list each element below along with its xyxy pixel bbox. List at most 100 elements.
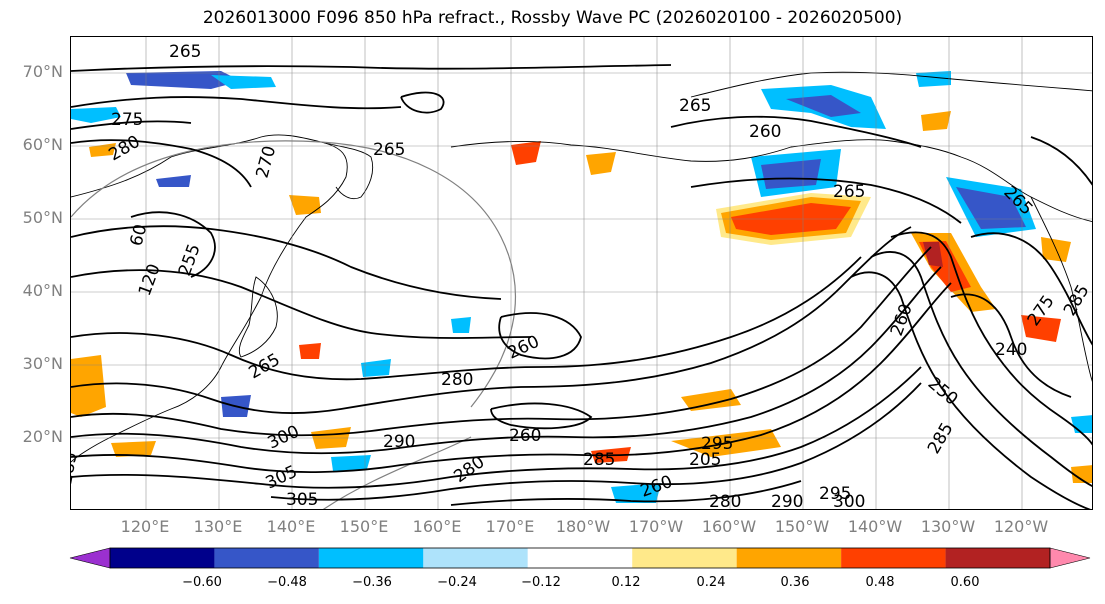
colorbar-tick-label: 0.24 bbox=[696, 575, 726, 590]
lat-label: 50°N bbox=[22, 208, 63, 227]
contour-label: 295 bbox=[819, 484, 851, 504]
lon-label: 160°W bbox=[701, 517, 757, 536]
shade-patch bbox=[451, 317, 471, 333]
map-panel: 265 275 280 270 265 260 265 265 260 280 … bbox=[70, 36, 1093, 510]
colorbar-tick-label: −0.36 bbox=[352, 575, 392, 590]
shade-patch bbox=[299, 343, 321, 359]
colorbar-tick-label: −0.48 bbox=[267, 575, 307, 590]
coastline-north-america bbox=[1030, 196, 1092, 382]
lon-label: 160°E bbox=[412, 517, 462, 536]
contour-line bbox=[850, 271, 1091, 509]
colorbar-tick-label: 0.60 bbox=[950, 575, 980, 590]
shade-patch bbox=[111, 441, 156, 457]
contour-layer bbox=[71, 64, 1092, 509]
contour-label: 290 bbox=[771, 492, 803, 510]
contour-line bbox=[870, 251, 1092, 487]
colorbar-segment bbox=[841, 548, 946, 568]
contour-line bbox=[71, 256, 862, 381]
contour-label: 260 bbox=[887, 301, 917, 338]
shade-patch bbox=[586, 152, 616, 175]
lon-label: 170°E bbox=[485, 517, 535, 536]
shade-patch bbox=[89, 143, 116, 157]
contour-line bbox=[71, 64, 672, 72]
lon-label: 150°E bbox=[339, 517, 389, 536]
contour-label: 265 bbox=[169, 42, 201, 62]
coastline-alaska bbox=[450, 139, 1092, 222]
contour-label: 290 bbox=[383, 432, 415, 452]
shade-patch bbox=[923, 242, 943, 267]
shade-patch bbox=[511, 141, 541, 165]
contour-line bbox=[71, 366, 922, 489]
shade-patch bbox=[1071, 415, 1092, 433]
lon-label: 130°W bbox=[920, 517, 976, 536]
shade-patch bbox=[211, 75, 276, 89]
colorbar bbox=[69, 547, 1091, 569]
coastline-kamchatka bbox=[320, 141, 374, 200]
contour-line bbox=[71, 246, 932, 437]
colorbar-outline bbox=[109, 547, 1051, 569]
colorbar-tick-label: 0.48 bbox=[865, 575, 895, 590]
shade-patch bbox=[786, 95, 861, 117]
contour-label: 285 bbox=[71, 450, 82, 485]
colorbar-segment bbox=[214, 548, 319, 568]
map-canvas: 265 275 280 270 265 260 265 265 260 280 … bbox=[71, 37, 1093, 510]
colorbar-extend-min bbox=[69, 547, 111, 569]
contour-label: 240 bbox=[995, 340, 1027, 360]
colorbar-tick-label: −0.24 bbox=[437, 575, 477, 590]
shading-layer bbox=[71, 71, 1092, 503]
contour-label: 260 bbox=[749, 122, 781, 142]
lon-label: 170°W bbox=[628, 517, 684, 536]
contour-label: 270 bbox=[253, 144, 281, 181]
shade-patch bbox=[921, 111, 951, 131]
coastline-arctic bbox=[690, 71, 1092, 98]
colorbar-extend-max bbox=[1049, 547, 1091, 569]
lon-label: 140°W bbox=[847, 517, 903, 536]
shade-patch bbox=[956, 187, 1026, 229]
shade-patch bbox=[361, 359, 391, 377]
contour-label: 120 bbox=[135, 261, 165, 298]
colorbar-tick-label: −0.60 bbox=[182, 575, 222, 590]
lat-label: 20°N bbox=[22, 427, 63, 446]
lat-label: 30°N bbox=[22, 354, 63, 373]
contour-line bbox=[71, 226, 912, 414]
contour-label: 305 bbox=[286, 490, 318, 510]
contour-label: 265 bbox=[246, 350, 284, 384]
contour-label: 265 bbox=[679, 96, 711, 116]
contour-line bbox=[71, 120, 192, 130]
colorbar-segment bbox=[318, 548, 424, 568]
contour-label: 300 bbox=[833, 492, 865, 510]
contour-line bbox=[71, 282, 952, 473]
lon-label: 140°E bbox=[266, 517, 316, 536]
contour-label: 285 bbox=[924, 419, 958, 457]
contour-line bbox=[498, 312, 582, 360]
contour-line bbox=[970, 232, 1092, 346]
contour-label: 280 bbox=[709, 492, 741, 510]
lat-label: 60°N bbox=[22, 135, 63, 154]
shade-patch bbox=[611, 483, 661, 503]
shade-patch bbox=[1021, 315, 1061, 342]
lon-label: 130°E bbox=[193, 517, 243, 536]
contour-label: 300 bbox=[265, 422, 303, 454]
contour-label: 285 bbox=[1060, 281, 1093, 319]
shade-patch bbox=[71, 355, 106, 417]
contour-line bbox=[1030, 136, 1092, 186]
colorbar-segment bbox=[423, 548, 528, 568]
shade-patch bbox=[681, 389, 741, 411]
colorbar-segment bbox=[945, 548, 1050, 568]
lon-label: 120°E bbox=[120, 517, 170, 536]
colorbar-segment bbox=[632, 548, 737, 568]
contour-line bbox=[130, 211, 216, 278]
contour-line bbox=[71, 96, 402, 110]
lon-label: 120°W bbox=[993, 517, 1049, 536]
lon-label: 180°W bbox=[555, 517, 611, 536]
contour-label: 260 bbox=[509, 426, 541, 446]
shade-patch bbox=[156, 175, 191, 187]
shade-patch bbox=[289, 195, 321, 215]
colorbar-tick-label: 0.36 bbox=[780, 575, 810, 590]
contour-label: 265 bbox=[373, 140, 405, 160]
contour-label: 260 bbox=[638, 472, 675, 502]
shade-patch bbox=[761, 159, 821, 189]
contour-label: 280 bbox=[441, 370, 473, 390]
contour-line bbox=[71, 139, 252, 188]
colorbar-segment bbox=[527, 548, 633, 568]
